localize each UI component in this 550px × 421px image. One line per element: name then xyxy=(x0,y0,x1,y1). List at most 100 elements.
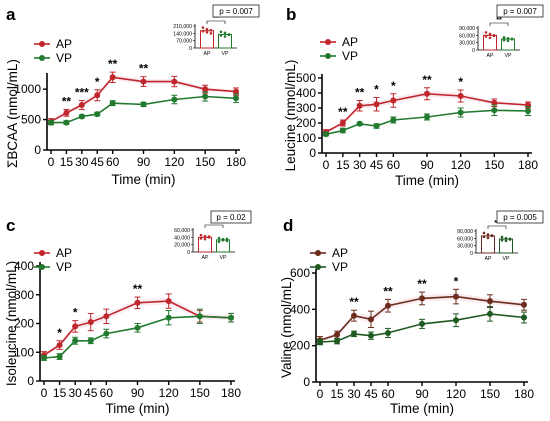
p-value-text: p = 0.007 xyxy=(503,7,537,16)
x-tick-label: 0 xyxy=(317,387,324,401)
data-point xyxy=(334,331,340,338)
significance-label: ** xyxy=(139,62,149,76)
data-point xyxy=(521,301,527,308)
data-point xyxy=(385,302,391,309)
y-tick-label: 100 xyxy=(296,131,316,145)
y-tick-label: 0 xyxy=(309,146,316,160)
y-tick-label: 0 xyxy=(303,375,310,389)
inset-category-label: VP xyxy=(220,255,227,261)
data-point xyxy=(351,330,357,337)
data-point xyxy=(334,338,340,345)
x-tick-label: 30 xyxy=(347,387,361,401)
data-point xyxy=(525,108,531,114)
data-point xyxy=(48,119,54,126)
data-point xyxy=(78,101,85,108)
data-point xyxy=(87,319,94,326)
y-tick-label: 400 xyxy=(296,86,316,100)
inset-point xyxy=(502,35,506,39)
legend-label: VP xyxy=(56,260,72,274)
x-tick-label: 0 xyxy=(41,386,48,400)
inset-point xyxy=(506,39,510,43)
inset-point xyxy=(484,35,488,38)
inset-point xyxy=(199,237,203,240)
legend-marker xyxy=(39,264,45,270)
significance-label: ** xyxy=(62,95,72,109)
data-point xyxy=(351,312,357,319)
data-point xyxy=(356,102,363,109)
data-point xyxy=(457,93,464,99)
panel-letter: b xyxy=(286,5,296,24)
inset-point xyxy=(486,233,490,236)
inset-y-tick-label: 60,000 xyxy=(174,228,190,234)
series-VP xyxy=(48,91,239,126)
significance-label: * xyxy=(95,75,100,89)
data-point xyxy=(424,114,430,120)
x-tick-label: 90 xyxy=(137,155,151,169)
x-axis-title: Time (min) xyxy=(112,172,176,187)
x-tick-label: 120 xyxy=(164,155,184,169)
significance-label: * xyxy=(374,83,379,97)
panel-a: a 0 500 1000 0 15 30 45 60 90 120 150 180 ΣBCAA (nmol… xyxy=(5,4,260,187)
data-point xyxy=(63,119,70,126)
inset-point xyxy=(225,239,229,243)
x-tick-label: 90 xyxy=(131,386,145,400)
y-tick-label: 400 xyxy=(290,302,310,316)
significance-label: ** xyxy=(383,284,393,298)
data-point xyxy=(72,323,79,330)
inset-y-tick-label: 0 xyxy=(189,46,192,52)
y-tick-label: 0 xyxy=(34,143,41,157)
data-point xyxy=(228,314,234,321)
inset-point xyxy=(223,31,227,35)
inset-y-tick-label: 20,000 xyxy=(174,243,190,249)
y-tick-label: 200 xyxy=(296,116,316,130)
x-tick-label: 0 xyxy=(323,158,330,172)
data-point xyxy=(419,320,425,327)
inset-point xyxy=(201,26,205,29)
x-tick-label: 180 xyxy=(221,386,241,400)
p-value-text: p = 0.005 xyxy=(503,213,537,222)
significance-label: ** xyxy=(422,73,432,87)
legend-label: AP xyxy=(332,246,348,260)
y-axis-title: ΣBCAA (nmol/mL) xyxy=(5,59,20,168)
inset-point xyxy=(500,235,504,239)
data-point xyxy=(233,88,239,95)
x-tick-label: 15 xyxy=(53,386,67,400)
x-tick-label: 45 xyxy=(370,158,384,172)
inset-y-tick-label: 0 xyxy=(472,48,475,54)
data-point xyxy=(373,123,380,129)
data-point xyxy=(521,314,527,321)
x-axis-title: Time (min) xyxy=(390,401,454,416)
data-point xyxy=(165,298,172,305)
inset-significance: ** xyxy=(496,17,502,24)
p-value-box xyxy=(212,4,260,18)
y-tick-label: 500 xyxy=(296,71,316,85)
y-tick-label: 500 xyxy=(21,113,41,127)
x-tick-label: 150 xyxy=(190,386,210,400)
inset-point xyxy=(225,237,229,241)
data-point xyxy=(390,97,397,104)
significance-label: * xyxy=(391,79,396,93)
y-axis-title: Leucine (nmol/mL) xyxy=(283,60,298,172)
significance-label: * xyxy=(458,75,463,89)
x-tick-label: 90 xyxy=(420,158,434,172)
significance-label: * xyxy=(454,274,459,288)
p-value-box xyxy=(210,210,252,224)
y-tick-label: 300 xyxy=(296,101,316,115)
p-value-text: p = 0.02 xyxy=(216,213,246,222)
inset-y-tick-label: 40,000 xyxy=(174,235,190,241)
x-tick-label: 45 xyxy=(84,386,98,400)
x-tick-label: 180 xyxy=(518,158,538,172)
significance-label: ** xyxy=(349,295,359,309)
inset-point xyxy=(199,233,203,237)
y-tick-label: 200 xyxy=(290,339,310,353)
legend-label: AP xyxy=(56,246,72,260)
panel-letter: d xyxy=(283,216,293,235)
data-point xyxy=(373,101,380,108)
inset-y-tick-label: 0 xyxy=(470,251,473,257)
legend-label: VP xyxy=(56,51,72,65)
inset-point xyxy=(209,32,213,35)
